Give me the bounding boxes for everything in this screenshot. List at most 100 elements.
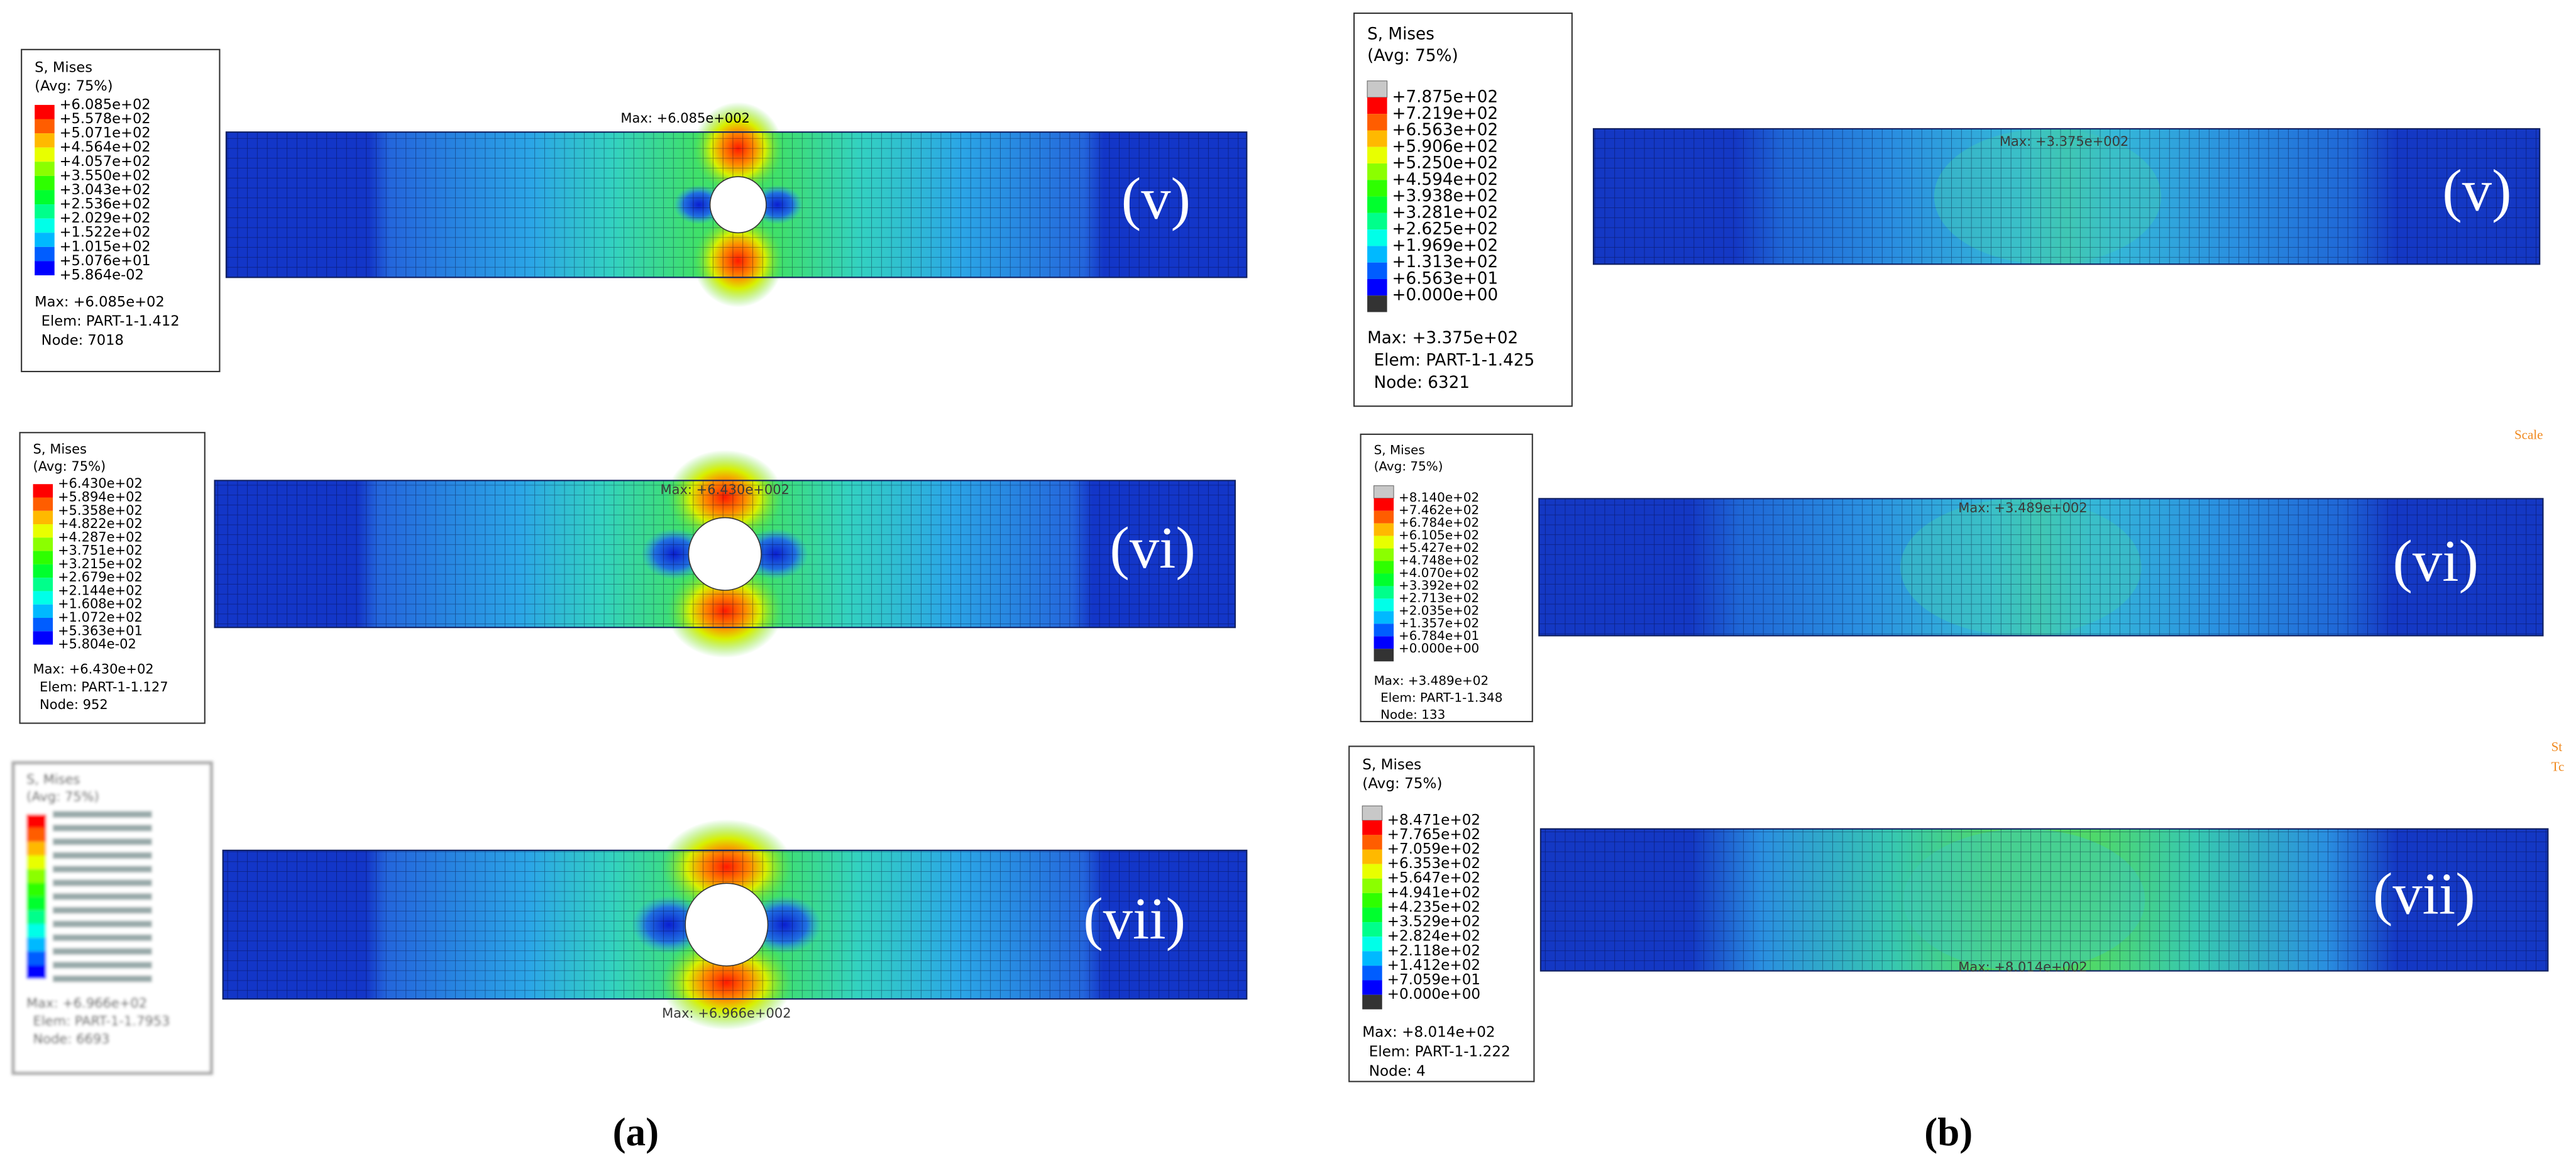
legend-swatch [26, 855, 47, 869]
legend-swatch [1367, 278, 1387, 296]
legend-value: +3.938e+02 [1392, 187, 1498, 206]
legend-value: +4.748e+02 [1399, 553, 1479, 568]
blurred-text [53, 975, 152, 982]
legend-value: +6.353e+02 [1387, 855, 1481, 872]
case-label: (vii) [1083, 886, 1186, 952]
max-annotation: Max: +3.489e+002 [1958, 500, 2087, 515]
legend-swatch [33, 524, 53, 538]
legend-value: +2.118e+02 [1387, 943, 1481, 959]
legend-swatch [33, 604, 53, 618]
legend-swatch [1362, 835, 1382, 850]
legend-swatch [26, 896, 47, 911]
legend-node: Node: 4 [1369, 1064, 1426, 1080]
legend-swatch [1373, 624, 1394, 637]
legend-swatch [26, 951, 47, 965]
blurred-text [53, 852, 152, 859]
legend-swatch [1362, 951, 1382, 966]
legend-elem: Elem: PART-1-1.412 [41, 313, 180, 329]
legend-value: +3.215e+02 [58, 556, 143, 571]
legend-subtitle: (Avg: 75%) [1367, 47, 1458, 65]
legend-value: +6.563e+01 [1392, 269, 1498, 288]
legend-value: +2.679e+02 [58, 569, 143, 585]
legend-node: Node: 7018 [41, 332, 124, 348]
legend-value: +4.941e+02 [1387, 884, 1481, 901]
legend-value: +1.608e+02 [58, 596, 143, 612]
legend-swatch [1373, 523, 1394, 536]
legend-swatch [1373, 611, 1394, 624]
legend-swatch [35, 104, 55, 119]
legend-value: +1.357e+02 [1399, 615, 1479, 630]
legend-swatch [1373, 485, 1394, 499]
legend-swatch [1367, 262, 1387, 279]
legend-subtitle: (Avg: 75%) [26, 788, 99, 804]
legend-value: +0.000e+00 [1392, 286, 1498, 305]
legend-value: +7.219e+02 [1392, 104, 1498, 123]
legend-title: S, Mises [1362, 757, 1421, 773]
legend-swatch [35, 133, 55, 148]
legend-swatch [1373, 649, 1394, 662]
blurred-text [53, 906, 152, 914]
legend-title: S, Mises [33, 441, 87, 457]
contour-plot: Max: +6.430e+002 (vi) [214, 449, 1236, 658]
legend-swatch [33, 537, 53, 551]
legend-swatch [33, 551, 53, 564]
legend-value: +2.625e+02 [1392, 220, 1498, 239]
legend-swatch [1373, 536, 1394, 549]
legend-swatch [1362, 864, 1382, 879]
legend-node: Node: 6693 [33, 1031, 110, 1047]
legend: S, Mises(Avg: 75%) Max: +6.966e+02 Elem: P… [11, 761, 213, 1075]
legend-value: +2.824e+02 [1387, 928, 1481, 945]
legend-swatch [26, 869, 47, 883]
legend-swatch [33, 510, 53, 525]
legend-value: +6.085e+02 [60, 96, 151, 113]
blurred-text [53, 948, 152, 955]
legend-value: +6.784e+01 [1399, 628, 1479, 643]
legend-swatch [1362, 965, 1382, 981]
legend-node: Node: 6321 [1374, 373, 1470, 392]
legend-elem: Elem: PART-1-1.7953 [33, 1013, 170, 1029]
case-label: (vii) [2373, 861, 2475, 926]
legend-value: +8.471e+02 [1387, 812, 1481, 828]
legend-value: +8.140e+02 [1399, 490, 1479, 505]
legend-title: S, Mises [35, 60, 92, 76]
legend-value: +0.000e+00 [1399, 640, 1479, 656]
blurred-text [53, 934, 152, 942]
legend-swatch [1373, 498, 1394, 511]
legend-swatch [1362, 820, 1382, 835]
panel-label: (b) [1924, 1110, 1973, 1154]
mesh [1539, 828, 2549, 972]
legend-swatch [1367, 212, 1387, 230]
contour-plot: Max: +3.375e+002 (v) [1592, 128, 2541, 265]
legend-swatch [1367, 97, 1387, 114]
legend-value: +1.072e+02 [58, 609, 143, 625]
legend-max: Max: +8.014e+02 [1362, 1024, 1495, 1040]
side-label: Scale [2514, 427, 2543, 442]
legend-value: +1.313e+02 [1392, 253, 1498, 272]
side-label: St [2551, 739, 2563, 754]
legend-subtitle: (Avg: 75%) [1362, 776, 1442, 792]
legend-swatch [26, 828, 47, 842]
legend-swatch [1367, 229, 1387, 246]
legend-value: +2.536e+02 [60, 196, 151, 212]
contour-plot: Max: +6.966e+002 (vii) [222, 819, 1248, 1030]
legend-subtitle: (Avg: 75%) [1374, 458, 1443, 473]
legend-swatch [35, 119, 55, 134]
blurred-text [53, 920, 152, 928]
max-annotation: Max: +8.014e+002 [1958, 959, 2087, 974]
legend: S, Mises(Avg: 75%)+6.430e+02+5.894e+02+5… [19, 432, 206, 724]
legend-swatch [1362, 849, 1382, 864]
legend-swatch [1362, 922, 1382, 937]
legend-swatch [26, 842, 47, 855]
legend-value: +4.070e+02 [1399, 565, 1479, 580]
legend-elem: Elem: PART-1-1.425 [1374, 351, 1535, 370]
legend-title: S, Mises [1367, 25, 1434, 44]
legend: S, Mises(Avg: 75%)+8.140e+02+7.462e+02+6… [1360, 433, 1533, 723]
max-annotation: Max: +3.375e+002 [2000, 133, 2128, 149]
legend-swatch [1362, 980, 1382, 995]
legend-value: +5.076e+01 [60, 253, 151, 269]
legend-value: +1.522e+02 [60, 224, 151, 241]
legend-value: +3.550e+02 [60, 167, 151, 184]
legend-swatch [35, 204, 55, 219]
legend-title: S, Mises [26, 771, 80, 787]
